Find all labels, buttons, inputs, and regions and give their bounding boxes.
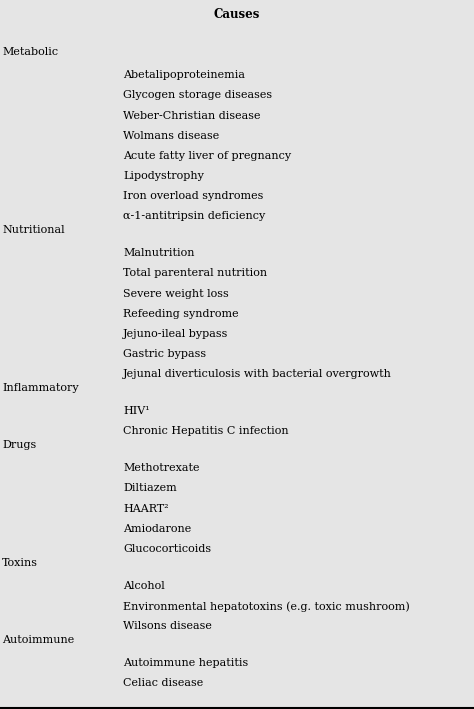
Text: Toxins: Toxins [2,558,38,568]
Text: Refeeding syndrome: Refeeding syndrome [123,308,239,318]
Text: Chronic Hepatitis C infection: Chronic Hepatitis C infection [123,426,289,436]
Text: Nutritional: Nutritional [2,225,65,235]
Text: Glycogen storage diseases: Glycogen storage diseases [123,90,273,101]
Text: Wolmans disease: Wolmans disease [123,130,219,140]
Text: HAART²: HAART² [123,503,169,513]
Text: Lipodystrophy: Lipodystrophy [123,171,204,181]
Text: α-1-antitripsin deficiency: α-1-antitripsin deficiency [123,211,265,221]
Text: Causes: Causes [214,9,260,21]
Text: Iron overload syndromes: Iron overload syndromes [123,191,264,201]
Text: Acute fatty liver of pregnancy: Acute fatty liver of pregnancy [123,151,292,161]
Text: Gastric bypass: Gastric bypass [123,349,206,359]
Text: Wilsons disease: Wilsons disease [123,621,212,631]
Text: Weber-Christian disease: Weber-Christian disease [123,111,261,121]
Text: Methotrexate: Methotrexate [123,464,200,474]
Text: Drugs: Drugs [2,440,36,450]
Text: Severe weight loss: Severe weight loss [123,289,229,298]
Text: Diltiazem: Diltiazem [123,484,177,493]
Text: Environmental hepatotoxins (e.g. toxic mushroom): Environmental hepatotoxins (e.g. toxic m… [123,601,410,612]
Text: Inflammatory: Inflammatory [2,383,79,393]
Text: Alcohol: Alcohol [123,581,165,591]
Text: Total parenteral nutrition: Total parenteral nutrition [123,269,267,279]
Text: Autoimmune: Autoimmune [2,635,74,645]
Text: Jejunal diverticulosis with bacterial overgrowth: Jejunal diverticulosis with bacterial ov… [123,369,392,379]
Text: Glucocorticoids: Glucocorticoids [123,544,211,554]
Text: Abetalipoproteinemia: Abetalipoproteinemia [123,70,245,80]
Text: Jejuno-ileal bypass: Jejuno-ileal bypass [123,329,228,339]
Text: Metabolic: Metabolic [2,47,58,57]
Text: Amiodarone: Amiodarone [123,524,191,534]
Text: Autoimmune hepatitis: Autoimmune hepatitis [123,658,248,669]
Text: HIV¹: HIV¹ [123,406,150,416]
Text: Malnutrition: Malnutrition [123,248,195,258]
Text: Celiac disease: Celiac disease [123,679,203,688]
